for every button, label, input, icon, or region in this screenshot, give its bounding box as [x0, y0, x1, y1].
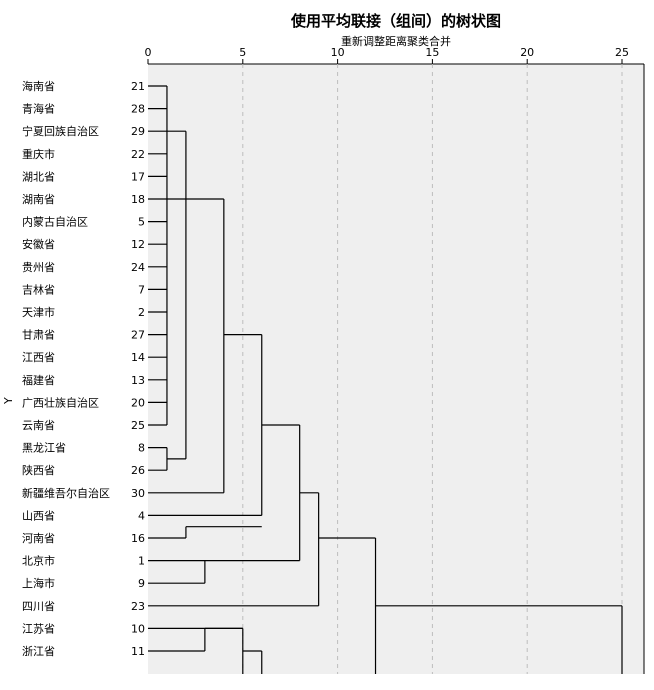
leaf-id-18: 18 — [131, 193, 145, 206]
leaf-name-26: 陕西省 — [22, 463, 55, 477]
leaf-name-29: 宁夏回族自治区 — [22, 124, 99, 138]
leaf-id-25: 25 — [131, 419, 145, 432]
leaf-id-7: 7 — [138, 283, 145, 296]
leaf-id-17: 17 — [131, 170, 145, 183]
leaf-name-10: 江苏省 — [22, 622, 55, 635]
leaf-id-29: 29 — [131, 125, 145, 138]
leaf-id-22: 22 — [131, 148, 145, 161]
x-tick-label-0: 0 — [145, 46, 152, 59]
leaf-name-30: 新疆维吾尔自治区 — [22, 486, 110, 500]
leaf-id-23: 23 — [131, 600, 145, 613]
leaf-name-11: 浙江省 — [22, 645, 55, 658]
leaf-name-12: 安徽省 — [22, 237, 55, 251]
leaf-name-1: 北京市 — [22, 554, 55, 568]
leaf-name-13: 福建省 — [22, 373, 55, 387]
x-tick-label-20: 20 — [520, 46, 534, 59]
leaf-name-14: 江西省 — [22, 351, 55, 364]
leaf-name-18: 湖南省 — [22, 193, 55, 206]
leaf-id-8: 8 — [138, 442, 145, 455]
x-axis-label: 重新调整距离聚类合并 — [341, 35, 451, 48]
leaf-name-27: 甘肃省 — [22, 329, 55, 342]
leaf-name-24: 贵州省 — [22, 261, 55, 274]
leaf-id-14: 14 — [131, 351, 145, 364]
leaf-id-5: 5 — [138, 216, 145, 229]
leaf-id-26: 26 — [131, 464, 145, 477]
x-tick-label-25: 25 — [615, 46, 629, 59]
leaf-name-25: 云南省 — [22, 419, 55, 432]
leaf-name-28: 青海省 — [22, 102, 55, 116]
leaf-name-22: 重庆市 — [22, 147, 55, 161]
leaf-id-13: 13 — [131, 374, 145, 387]
leaf-id-27: 27 — [131, 329, 145, 342]
leaf-id-4: 4 — [138, 509, 145, 522]
leaf-id-12: 12 — [131, 238, 145, 251]
leaf-id-21: 21 — [131, 80, 145, 93]
leaf-id-20: 20 — [131, 396, 145, 409]
x-tick-label-5: 5 — [239, 46, 246, 59]
leaf-id-28: 28 — [131, 103, 145, 116]
leaf-id-11: 11 — [131, 645, 145, 658]
leaf-name-9: 上海市 — [22, 576, 55, 590]
leaf-id-16: 16 — [131, 532, 145, 545]
leaf-name-21: 海南省 — [22, 79, 55, 93]
leaf-id-9: 9 — [138, 577, 145, 590]
leaf-name-5: 内蒙古自治区 — [22, 215, 88, 229]
leaf-name-2: 天津市 — [22, 305, 55, 319]
leaf-id-2: 2 — [138, 306, 145, 319]
leaf-name-20: 广西壮族自治区 — [22, 395, 99, 409]
leaf-id-10: 10 — [131, 622, 145, 635]
leaf-id-1: 1 — [138, 555, 145, 568]
leaf-name-8: 黑龙江省 — [22, 442, 66, 455]
x-tick-label-15: 15 — [425, 46, 439, 59]
chart-title: 使用平均联接（组间）的树状图 — [290, 12, 501, 30]
x-tick-label-10: 10 — [331, 46, 345, 59]
leaf-name-7: 吉林省 — [22, 282, 55, 296]
leaf-name-17: 湖北省 — [22, 170, 55, 183]
leaf-name-23: 四川省 — [22, 600, 55, 613]
leaf-name-4: 山西省 — [22, 509, 55, 522]
leaf-id-30: 30 — [131, 487, 145, 500]
leaf-name-16: 河南省 — [22, 532, 55, 545]
leaf-id-24: 24 — [131, 261, 145, 274]
plot-background — [148, 64, 644, 674]
